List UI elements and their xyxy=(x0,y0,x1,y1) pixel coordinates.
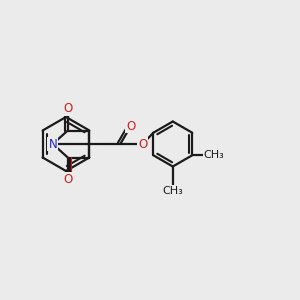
Text: N: N xyxy=(48,137,57,151)
Text: CH₃: CH₃ xyxy=(204,150,224,160)
Text: O: O xyxy=(63,102,72,116)
Text: O: O xyxy=(63,172,72,186)
Text: O: O xyxy=(126,119,135,133)
Text: O: O xyxy=(138,137,147,151)
Text: CH₃: CH₃ xyxy=(162,186,183,196)
